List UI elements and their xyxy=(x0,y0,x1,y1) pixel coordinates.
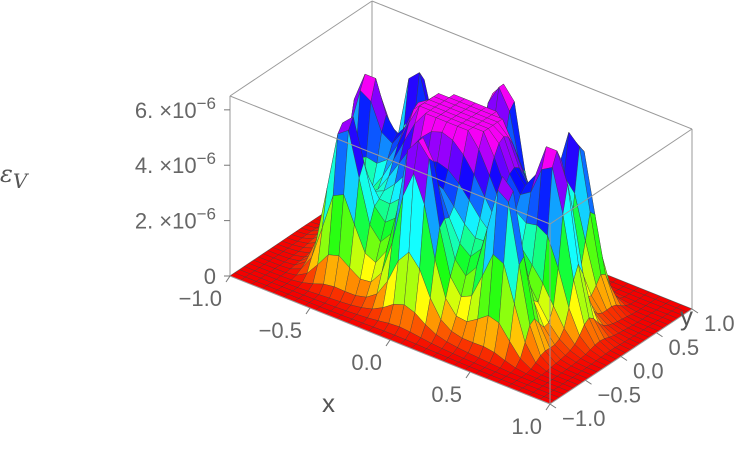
axis-ticks: −1.0−0.50.00.51.0 −1.0−0.50.00.51.002. ×1… xyxy=(135,94,735,439)
box-edge-back-3 xyxy=(229,0,373,97)
z-axis-label: εV xyxy=(0,160,30,193)
surface-mesh xyxy=(229,72,693,405)
y-tick-label: 1.0 xyxy=(704,311,735,336)
y-tick-mark xyxy=(620,356,628,361)
box-edge-back-4 xyxy=(371,0,693,130)
z-tick-label: 2. ×10−6 xyxy=(135,205,216,234)
z-tick-label: 0 xyxy=(204,264,216,289)
y-tick-mark xyxy=(656,332,663,338)
box-edge-front-3 xyxy=(229,95,551,225)
x-tick-mark xyxy=(225,275,231,283)
x-tick-mark xyxy=(465,371,471,379)
x-tick-mark xyxy=(385,339,391,347)
x-tick-label: 0.5 xyxy=(431,382,462,407)
z-tick-label: 6. ×10−6 xyxy=(135,94,216,123)
x-tick-label: −1.0 xyxy=(179,286,222,311)
z-axis-label-sub: V xyxy=(13,169,30,193)
y-tick-mark xyxy=(549,403,557,409)
y-axis-label: y xyxy=(680,301,693,331)
x-tick-label: −0.5 xyxy=(259,318,302,343)
x-axis-label: x xyxy=(322,388,335,418)
y-tick-label: −0.5 xyxy=(598,382,641,407)
z-axis-label-main: ε xyxy=(0,160,13,188)
y-tick-label: 0.0 xyxy=(633,359,664,384)
y-tick-label: −1.0 xyxy=(562,406,605,431)
x-tick-label: 1.0 xyxy=(511,414,542,439)
y-tick-mark xyxy=(585,379,592,385)
x-tick-label: 0.0 xyxy=(351,350,382,375)
x-tick-mark xyxy=(305,307,311,315)
z-tick-label: 4. ×10−6 xyxy=(135,149,216,178)
y-tick-label: 0.5 xyxy=(669,335,700,360)
x-tick-mark xyxy=(545,403,551,411)
box-edge-front-4 xyxy=(549,128,693,225)
y-tick-mark xyxy=(691,308,699,314)
